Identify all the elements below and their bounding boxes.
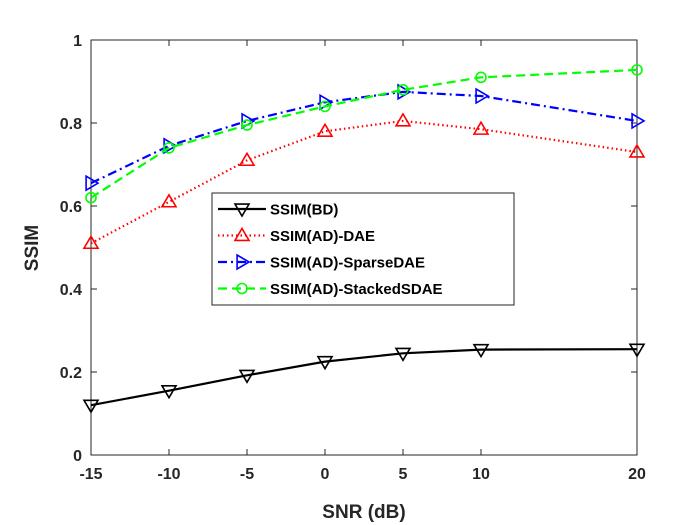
data-point-marker <box>160 193 178 208</box>
data-point-marker <box>82 399 100 414</box>
data-point-marker <box>238 369 256 384</box>
data-point-marker <box>238 151 256 167</box>
series-1 <box>82 343 646 414</box>
data-point-marker <box>475 71 487 84</box>
legend-marker <box>236 282 248 295</box>
data-point-marker <box>472 343 490 359</box>
data-point-marker <box>85 174 100 192</box>
y-tick-label: 1 <box>73 33 82 50</box>
y-tick-label: 0.8 <box>60 116 82 133</box>
series-line <box>90 68 638 199</box>
y-tick-label: 0.4 <box>60 282 82 299</box>
data-point-marker <box>631 64 643 76</box>
data-point-marker <box>397 84 409 96</box>
legend-label: SSIM(AD)-StackedSDAE <box>270 281 443 298</box>
data-point-marker <box>316 122 334 137</box>
y-tick-label: 0 <box>73 448 82 465</box>
y-tick-label: 0.6 <box>60 199 82 216</box>
x-tick-label: 0 <box>321 466 330 483</box>
data-point-marker <box>82 234 100 250</box>
y-axis-label: SSIM <box>22 225 43 271</box>
data-point-marker <box>316 355 334 371</box>
data-point-marker <box>631 112 646 130</box>
legend-marker <box>233 226 251 242</box>
series-line <box>90 90 638 185</box>
data-point-marker <box>163 142 175 154</box>
x-tick-label: 10 <box>472 466 490 483</box>
legend: SSIM(BD) SSIM(AD)-DAE SSIM(AD)-SparseDAE SS… <box>211 192 515 306</box>
data-point-marker <box>241 119 253 131</box>
legend-label: SSIM(BD) <box>270 202 338 219</box>
series-layer <box>82 64 646 414</box>
legend-box <box>211 192 515 306</box>
legend-label: SSIM(AD)-DAE <box>270 228 375 245</box>
data-point-marker <box>160 384 178 400</box>
x-tick-label: -10 <box>157 466 180 483</box>
series-line <box>90 348 638 407</box>
data-point-marker <box>85 191 97 204</box>
data-point-marker <box>475 87 490 105</box>
data-point-marker <box>394 347 412 362</box>
x-tick-label: 5 <box>399 466 408 483</box>
legend-marker <box>236 253 251 271</box>
data-point-marker <box>472 120 490 135</box>
series-2 <box>82 112 646 250</box>
x-tick-label: -15 <box>79 466 102 483</box>
data-point-marker <box>628 343 646 358</box>
data-point-marker <box>628 143 646 158</box>
x-axis-label: SNR (dB) <box>322 502 405 523</box>
data-point-marker <box>394 112 412 127</box>
series-4 <box>85 64 643 204</box>
tick-layer: -15 -10 -5 0 5 10 20 0 0.2 0.4 0.6 0.8 1 <box>60 33 646 483</box>
legend-marker <box>233 203 251 218</box>
x-tick-label: -5 <box>240 466 254 483</box>
y-tick-label: 0.2 <box>60 365 82 382</box>
x-tick-label: 20 <box>628 466 646 483</box>
data-point-marker <box>319 100 331 113</box>
legend-label: SSIM(AD)-SparseDAE <box>270 255 425 272</box>
